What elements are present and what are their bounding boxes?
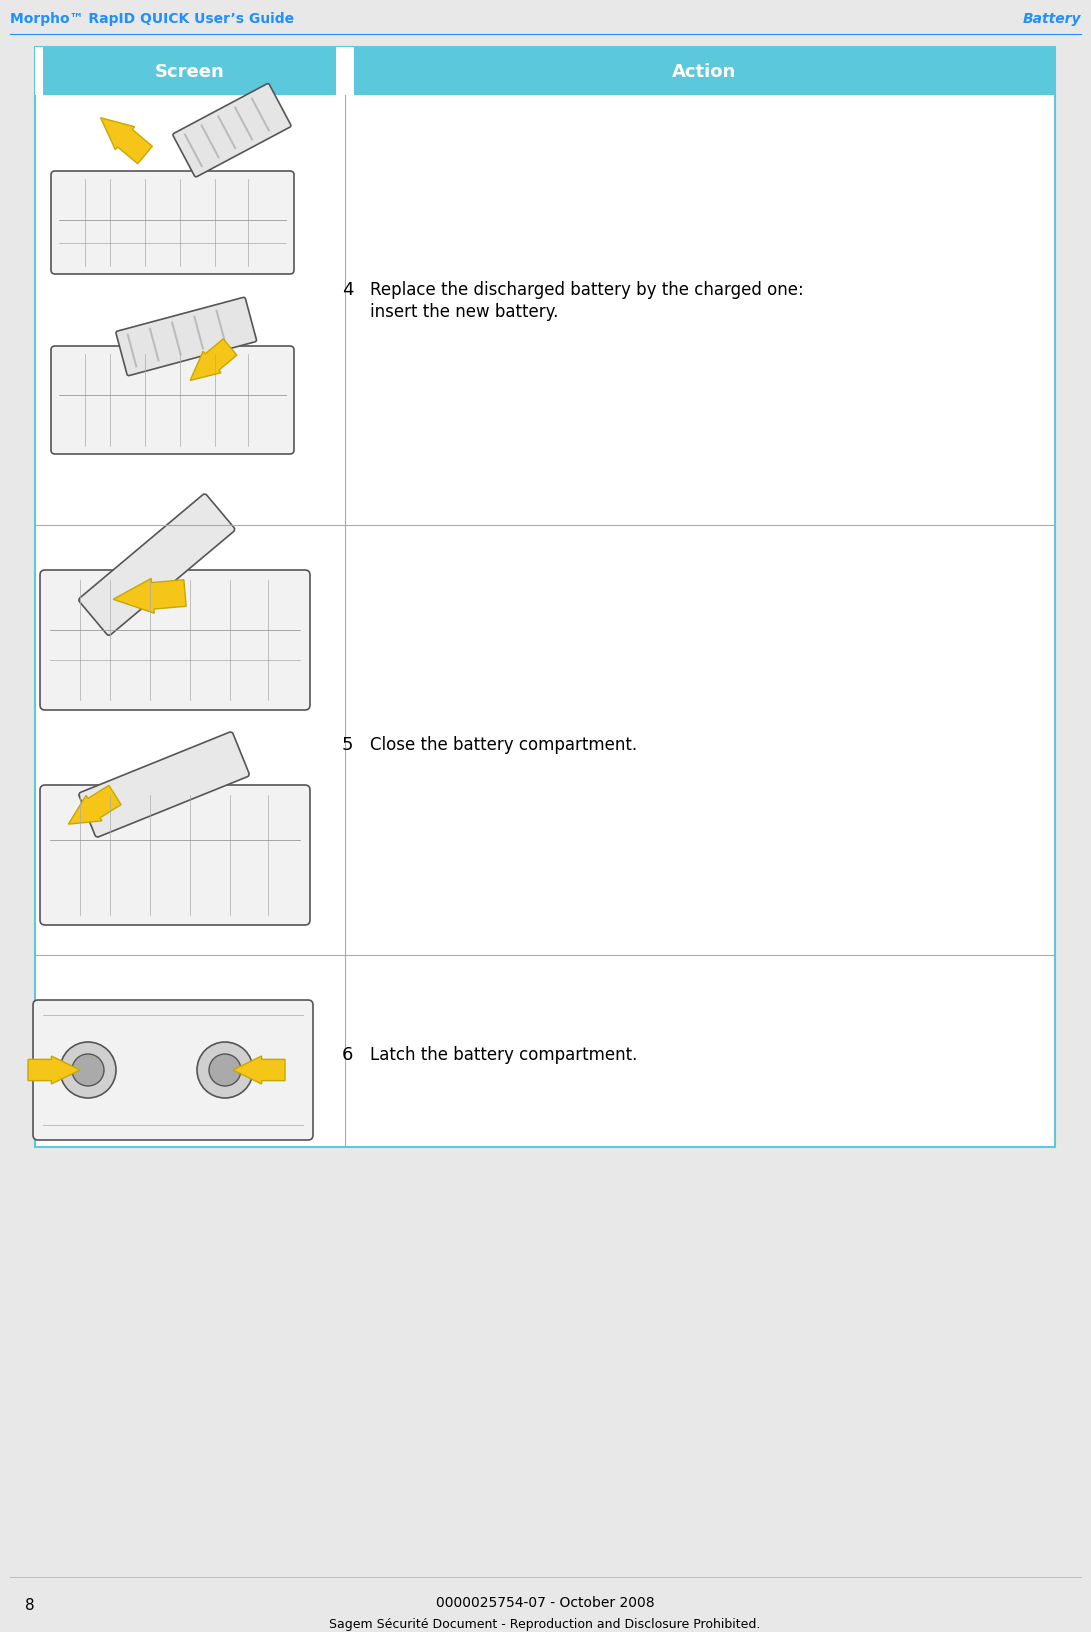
Text: Sagem Sécurité Document - Reproduction and Disclosure Prohibited.: Sagem Sécurité Document - Reproduction a… — [329, 1617, 760, 1630]
Circle shape — [72, 1054, 104, 1087]
FancyBboxPatch shape — [215, 310, 226, 344]
Bar — [35, 47, 43, 96]
Text: Battery: Battery — [1022, 11, 1081, 26]
FancyBboxPatch shape — [116, 299, 256, 377]
FancyBboxPatch shape — [193, 317, 204, 351]
FancyBboxPatch shape — [201, 126, 220, 160]
Text: Action: Action — [672, 64, 736, 82]
Text: 0000025754-07 - October 2008: 0000025754-07 - October 2008 — [435, 1594, 655, 1609]
FancyBboxPatch shape — [33, 1000, 313, 1141]
Text: 5: 5 — [341, 736, 353, 754]
Text: insert the new battery.: insert the new battery. — [370, 304, 559, 322]
FancyBboxPatch shape — [172, 85, 291, 178]
Bar — [35, 47, 1055, 96]
Circle shape — [209, 1054, 241, 1087]
Polygon shape — [28, 1056, 80, 1084]
Text: 4: 4 — [341, 281, 353, 299]
FancyBboxPatch shape — [251, 98, 271, 132]
FancyBboxPatch shape — [217, 116, 237, 150]
Text: Replace the discharged battery by the charged one:: Replace the discharged battery by the ch… — [370, 281, 804, 299]
FancyBboxPatch shape — [127, 335, 137, 369]
Polygon shape — [190, 339, 237, 382]
Text: Screen: Screen — [155, 64, 225, 82]
Bar — [336, 47, 353, 96]
FancyBboxPatch shape — [233, 108, 253, 142]
Polygon shape — [233, 1056, 285, 1084]
FancyBboxPatch shape — [51, 346, 293, 455]
Polygon shape — [113, 579, 187, 614]
FancyBboxPatch shape — [171, 322, 182, 356]
FancyBboxPatch shape — [40, 785, 310, 925]
FancyBboxPatch shape — [79, 733, 249, 837]
Text: Close the battery compartment.: Close the battery compartment. — [370, 736, 637, 754]
Text: Morpho™ RapID QUICK User’s Guide: Morpho™ RapID QUICK User’s Guide — [10, 11, 295, 26]
FancyBboxPatch shape — [51, 171, 293, 274]
FancyBboxPatch shape — [183, 134, 203, 168]
Text: 6: 6 — [341, 1046, 353, 1064]
Text: 8: 8 — [25, 1598, 35, 1612]
Bar — [35, 47, 1055, 1147]
FancyBboxPatch shape — [40, 571, 310, 710]
Polygon shape — [100, 119, 153, 165]
FancyBboxPatch shape — [79, 494, 235, 636]
FancyBboxPatch shape — [148, 328, 159, 362]
Text: Latch the battery compartment.: Latch the battery compartment. — [370, 1046, 637, 1064]
Polygon shape — [69, 787, 121, 824]
Circle shape — [197, 1043, 253, 1098]
Circle shape — [60, 1043, 116, 1098]
